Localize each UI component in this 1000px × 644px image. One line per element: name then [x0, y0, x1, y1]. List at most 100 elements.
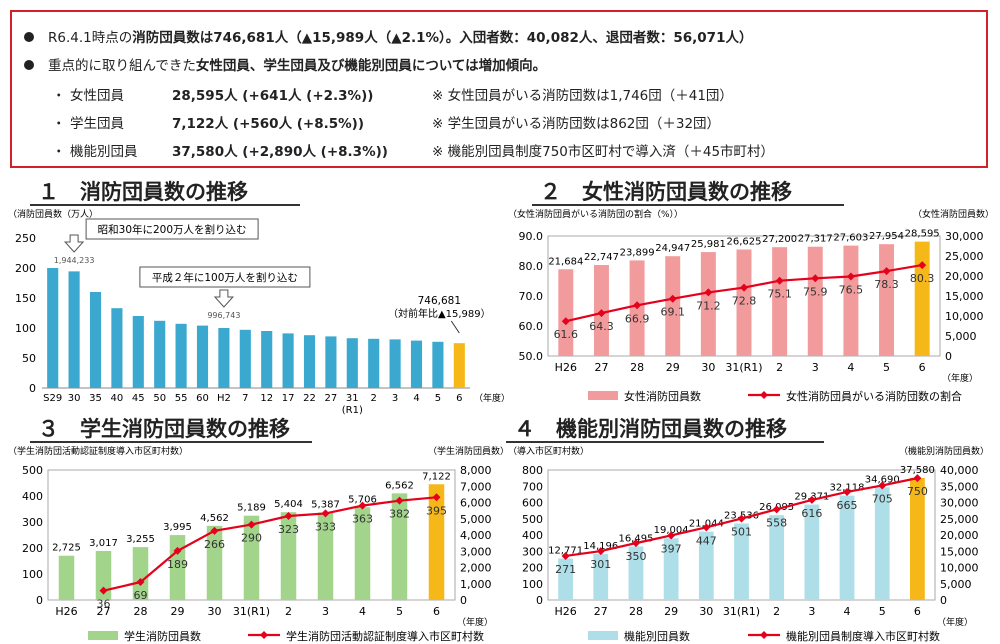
- y-right-tick-label: 0: [945, 350, 952, 363]
- bar: [239, 329, 251, 388]
- bullet-icon: [24, 60, 34, 70]
- bar: [874, 487, 890, 600]
- x-tick-label: 4: [844, 605, 851, 618]
- x-tick-label: 29: [666, 361, 680, 374]
- y-right-tick-label: 15,000: [945, 290, 984, 303]
- bar-value-label: 21,684: [548, 256, 583, 267]
- line-value-label: 72.8: [732, 295, 757, 308]
- bar: [346, 338, 358, 388]
- summary-item: ・ 学生団員 7,122人 (+560人 (+8.5%)) ※ 学生団員がいる消…: [52, 112, 982, 132]
- bar: [804, 504, 820, 600]
- bar-value-label: 3,995: [163, 522, 192, 533]
- annotation-box: [85, 218, 259, 240]
- x-tick-label: 2: [773, 605, 780, 618]
- series-line: [103, 496, 437, 592]
- bar: [58, 555, 75, 600]
- bar: [628, 546, 644, 600]
- y-left-tick-label: 700: [522, 480, 543, 493]
- item-dot: ・: [52, 144, 66, 160]
- line-point: [846, 272, 855, 281]
- bar: [910, 477, 925, 600]
- x-tick-label: H26: [554, 605, 576, 618]
- section-title-3: ３ 学生消防団員数の推移: [38, 413, 290, 443]
- item-value: 37,580人 (+2,890人 (+8.3%)): [172, 144, 388, 160]
- line-point: [843, 487, 852, 496]
- y-axis-label: （消防団員数（万人）: [8, 208, 98, 220]
- x-tick-label: 2: [285, 605, 292, 618]
- section-underline: [30, 441, 312, 443]
- item-dot: ・: [52, 88, 66, 104]
- line-point: [432, 493, 441, 502]
- line-point: [667, 531, 676, 540]
- line-value-label: 61.6: [554, 328, 579, 341]
- line-value-label: 80.3: [910, 272, 935, 285]
- bar: [663, 538, 679, 600]
- y-left-tick-label: 50.0: [519, 350, 544, 363]
- line-point: [210, 526, 219, 535]
- x-tick-label: 7: [242, 393, 248, 404]
- y-right-tick-label: 5,000: [460, 513, 492, 526]
- bar-value-label: 25,981: [691, 239, 726, 250]
- down-arrow-icon: [213, 289, 235, 308]
- x-tick-label: 28: [134, 605, 148, 618]
- y-right-tick-label: 3,000: [460, 545, 492, 558]
- y-left-tick-label: 600: [522, 497, 543, 510]
- y-left-tick-label: 80.0: [519, 260, 544, 273]
- x-tick-label: 31: [346, 393, 359, 404]
- bar: [317, 512, 334, 600]
- y-tick-label: 100: [15, 322, 36, 335]
- chart-functional-members: （導入市区町村数） （機能別消防団員数）010020030040050060070…: [508, 445, 989, 643]
- line-value-label: 64.3: [589, 320, 614, 333]
- x-tick-label: (R1): [342, 405, 363, 416]
- line-value-label: 750: [907, 485, 928, 498]
- item-note: ※ 学生団員がいる消防団数は862団（＋32団）: [432, 116, 721, 132]
- line-value-label: 558: [766, 516, 787, 529]
- line-value-label: 266: [204, 538, 225, 551]
- bar: [261, 331, 273, 388]
- line-value-label: 447: [696, 534, 717, 547]
- section-title-text: 女性消防団員数の推移: [582, 180, 792, 204]
- annotation-value-label: 996,743: [207, 311, 240, 320]
- y-left-tick-label: 300: [22, 516, 43, 529]
- y-tick-label: 150: [15, 292, 36, 305]
- bar: [879, 244, 895, 356]
- line-point: [284, 512, 293, 521]
- section-title-text: 消防団員数の推移: [80, 180, 248, 204]
- item-value: 28,595人 (+641人 (+2.3%)): [172, 88, 374, 104]
- y-left-axis-label: （学生消防団活動認証制度導入市区町村数）: [8, 445, 188, 457]
- bar-value-label: 5,387: [311, 499, 340, 510]
- section-number: １: [38, 180, 59, 204]
- bar: [432, 341, 444, 388]
- x-tick-label: 31(R1): [723, 605, 760, 618]
- item-name: 学生団員: [70, 116, 124, 132]
- bar-value-label: 5,189: [237, 503, 266, 514]
- bar-value-label: 34,690: [865, 474, 900, 485]
- legend-line-label: 学生消防団活動認証制度導入市区町村数: [286, 629, 484, 643]
- bar: [280, 512, 297, 600]
- x-tick-label: 28: [629, 605, 643, 618]
- y-right-tick-label: 20,000: [940, 529, 979, 542]
- x-tick-label: 28: [630, 361, 644, 374]
- bar: [132, 547, 149, 600]
- section-number: ３: [38, 417, 59, 441]
- legend-line-marker: [760, 631, 768, 639]
- line-value-label: 69.1: [660, 306, 685, 319]
- line-point: [775, 276, 784, 285]
- x-tick-label: 4: [359, 605, 366, 618]
- line-point: [631, 539, 640, 548]
- line-point: [704, 288, 713, 297]
- x-tick-label: 3: [392, 393, 398, 404]
- section-number: ４: [514, 417, 535, 441]
- y-right-tick-label: 1,000: [460, 578, 492, 591]
- bar: [303, 335, 316, 388]
- x-axis-label: （年度）: [937, 616, 973, 628]
- down-arrow-icon: [63, 234, 85, 253]
- x-tick-label: 3: [808, 605, 815, 618]
- bar: [354, 507, 371, 600]
- x-tick-label: 5: [883, 361, 890, 374]
- legend-bar-swatch: [88, 631, 118, 640]
- line-point: [597, 309, 606, 318]
- section-number: ２: [540, 180, 561, 204]
- item-note: ※ 機能別団員制度750市区町村で導入済（＋45市町村）: [432, 144, 775, 160]
- x-tick-label: 6: [456, 393, 462, 404]
